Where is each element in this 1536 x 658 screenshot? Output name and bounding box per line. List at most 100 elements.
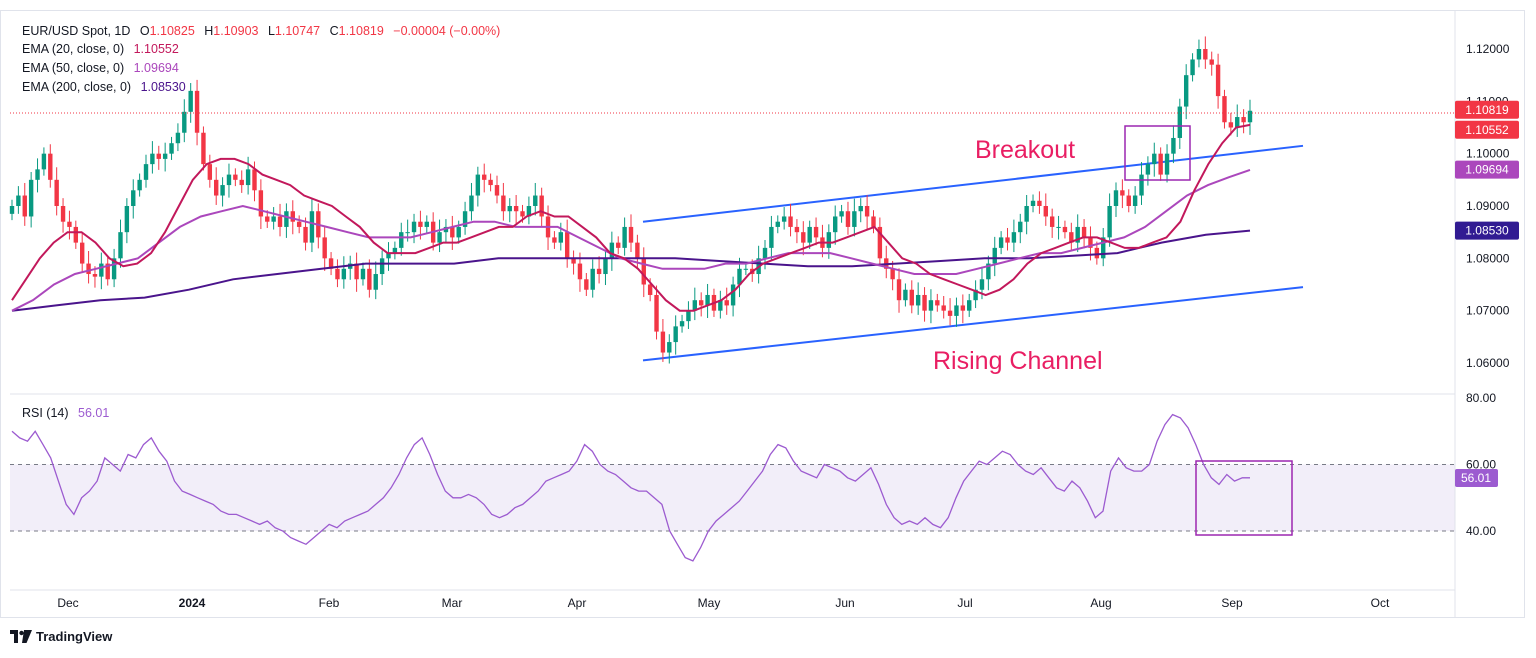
candle-body: [737, 268, 742, 285]
candle-body: [1120, 190, 1125, 196]
time-tick-label: Jun: [835, 596, 854, 610]
price-tick-label: 1.10000: [1466, 147, 1510, 161]
candle-body: [386, 253, 391, 259]
tradingview-logo[interactable]: TradingView: [10, 629, 112, 644]
candle-body: [871, 216, 876, 227]
candle-body: [839, 211, 844, 217]
time-tick-label: Mar: [442, 596, 463, 610]
candle-body: [475, 174, 481, 196]
candle-body: [864, 206, 870, 217]
candle-body: [1075, 226, 1080, 243]
candle-body: [667, 342, 672, 353]
ema20-line: [11, 123, 1251, 312]
trendlines: [642, 144, 1304, 362]
candle-body: [705, 294, 710, 306]
candle-body: [22, 195, 27, 217]
candle-body: [794, 226, 800, 233]
time-tick-label: Sep: [1221, 596, 1243, 610]
candle-body: [86, 263, 91, 275]
ema200-legend[interactable]: EMA (200, close, 0) 1.08530: [22, 80, 186, 94]
candle-body: [111, 258, 117, 280]
candle-body: [405, 232, 410, 234]
candle-body: [488, 179, 493, 186]
candle-body: [437, 232, 442, 243]
time-tick-label: Dec: [57, 596, 78, 610]
candle-body: [1005, 237, 1010, 243]
candle-body: [1222, 96, 1227, 123]
candle-body: [660, 331, 666, 353]
price-labels: 1.10819 1.10552 1.09694 1.08530: [1455, 100, 1519, 240]
candle-body: [743, 268, 749, 270]
candle-body: [1145, 164, 1151, 175]
candle-body: [616, 242, 621, 248]
ema50-legend[interactable]: EMA (50, close, 0) 1.09694: [22, 61, 179, 75]
highlight-boxes: [1124, 125, 1293, 536]
rsi-axis[interactable]: 80.00 60.00 40.00: [1466, 391, 1496, 538]
candle-body: [335, 268, 340, 280]
rsi-polyline: [11, 413, 1250, 562]
candle-body: [207, 164, 213, 180]
candle-body: [28, 179, 34, 217]
candle-body: [105, 263, 110, 280]
candle-body: [622, 226, 627, 248]
candle-body: [271, 216, 276, 222]
candle-body: [1177, 106, 1183, 138]
breakout-box: [1124, 125, 1191, 181]
candle-body: [284, 211, 289, 227]
ema20-legend[interactable]: EMA (20, close, 0) 1.10552: [22, 42, 179, 56]
candle-body: [584, 279, 589, 290]
candle-body: [424, 221, 429, 227]
candle-body: [265, 216, 270, 222]
symbol-header[interactable]: EUR/USD Spot, 1D O1.10825 H1.10903 L1.10…: [22, 24, 500, 38]
candle-body: [590, 268, 595, 290]
candle-body: [998, 237, 1004, 248]
candle-body: [239, 179, 244, 186]
candle-body: [233, 174, 238, 180]
candle-body: [1024, 206, 1029, 222]
price-tick-label: 1.09000: [1466, 199, 1510, 213]
ema200-price-text: 1.08530: [1465, 224, 1509, 238]
candle-body: [890, 268, 895, 280]
rsi-legend-value: 56.01: [78, 406, 109, 420]
candle-body: [462, 211, 468, 227]
rsi-tick-label: 40.00: [1466, 524, 1496, 538]
candle-body: [903, 289, 908, 301]
candle-body: [303, 226, 308, 243]
candle-body: [16, 195, 21, 206]
candle-body: [603, 258, 608, 275]
rsi-highlight-box: [1195, 460, 1293, 536]
candle-body: [571, 258, 576, 264]
candle-body: [214, 179, 219, 196]
candle-body: [399, 232, 404, 248]
candle-body: [188, 90, 193, 112]
candle-body: [379, 258, 385, 275]
rising-channel-label: Rising Channel: [933, 347, 1103, 375]
time-axis[interactable]: Dec 2024 Feb Mar Apr May Jun Jul Aug Sep Oct: [57, 596, 1390, 610]
rsi-band-fill: [10, 464, 1455, 531]
candle-body: [718, 300, 723, 311]
candle-body: [1183, 75, 1189, 107]
ema20-legend-label: EMA (20, close, 0): [22, 42, 124, 56]
rsi-legend[interactable]: RSI (14) 56.01: [22, 406, 109, 420]
candle-body: [1037, 200, 1042, 206]
close-value: 1.10819: [339, 24, 384, 38]
candle-body: [290, 211, 295, 222]
candle-body: [156, 153, 161, 159]
symbol-title: EUR/USD Spot, 1D: [22, 24, 130, 38]
candle-body: [960, 305, 966, 311]
candle-body: [954, 305, 959, 316]
candle-body: [647, 284, 653, 295]
candle-body: [9, 206, 15, 214]
ema20-price-badge: [1455, 120, 1519, 139]
candle-body: [1113, 190, 1119, 206]
candle-body: [654, 294, 659, 332]
ema200-legend-label: EMA (200, close, 0): [22, 80, 131, 94]
ema20-legend-value: 1.10552: [134, 42, 179, 56]
candle-body: [1196, 49, 1202, 60]
candle-body: [150, 153, 155, 165]
candle-body: [973, 289, 978, 301]
candle-body: [686, 310, 691, 322]
candle-body: [679, 321, 685, 327]
candle-body: [877, 226, 883, 259]
candle-body: [1101, 237, 1106, 259]
